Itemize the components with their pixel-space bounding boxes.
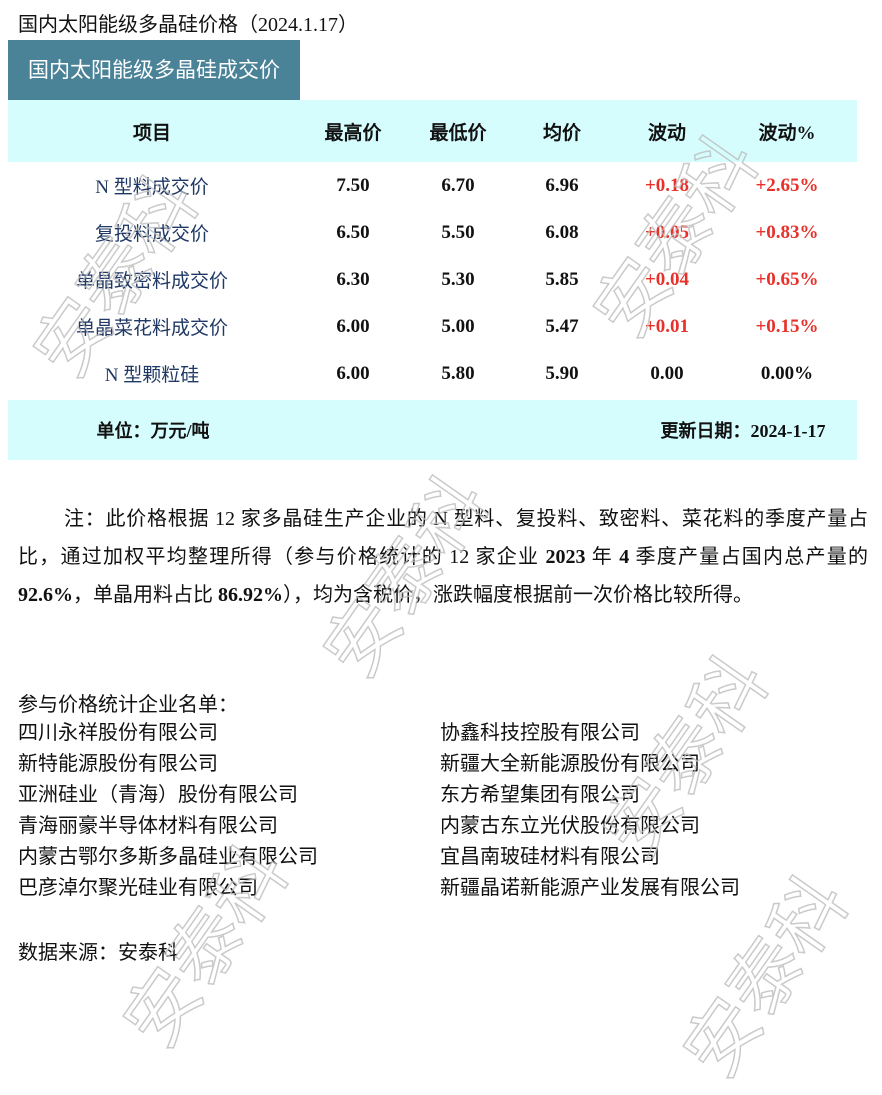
cell-low: 5.50	[441, 221, 475, 243]
cell-avg: 6.96	[545, 174, 579, 196]
header-avg: 均价	[542, 122, 581, 144]
company-item: 宜昌南玻硅材料有限公司	[440, 846, 660, 868]
page-title: 国内太阳能级多晶硅价格（2024.1.17）	[18, 14, 358, 36]
cell-high: 6.00	[336, 315, 370, 337]
cell-chg: +0.04	[644, 268, 690, 290]
header-item: 项目	[132, 122, 171, 144]
cell-pct: +0.65%	[755, 268, 819, 290]
cell-high: 6.30	[336, 268, 370, 290]
cell-pct: +0.83%	[755, 221, 819, 243]
cell-avg: 5.85	[545, 268, 579, 290]
cell-avg: 6.08	[545, 221, 579, 243]
note-text: ，单晶用料占比	[73, 584, 218, 606]
company-item: 协鑫科技控股有限公司	[440, 722, 640, 744]
header-low: 最低价	[429, 122, 487, 144]
company-item: 巴彦淖尔聚光硅业有限公司	[18, 877, 258, 899]
company-item: 内蒙古东立光伏股份有限公司	[440, 815, 700, 837]
cell-avg: 5.47	[545, 315, 579, 337]
table-row: 复投料成交价 6.50 5.50 6.08 +0.05 +0.83%	[8, 209, 857, 256]
price-table: 项目 最高价 最低价 均价 波动 波动% N 型料成交价 7.50 6.70 6.96…	[8, 100, 857, 460]
table-header: 项目 最高价 最低价 均价 波动 波动%	[8, 100, 857, 162]
company-item: 东方希望集团有限公司	[440, 784, 640, 806]
table-banner: 国内太阳能级多晶硅成交价	[8, 40, 300, 101]
company-item: 新疆晶诺新能源产业发展有限公司	[440, 877, 740, 899]
cell-low: 5.30	[441, 268, 475, 290]
note-bold: 2023	[545, 546, 586, 568]
cell-item: N 型颗粒硅	[104, 365, 200, 386]
company-item: 新疆大全新能源股份有限公司	[440, 753, 700, 775]
note-text: 年	[585, 546, 620, 568]
cell-high: 6.00	[336, 362, 370, 384]
cell-chg: +0.18	[644, 174, 690, 196]
note-text: 注：此价格根据 12 家多晶硅生产企业的 N 型料、复投料、致密料、菜花料的季度…	[18, 508, 868, 568]
company-list-right: 协鑫科技控股有限公司新疆大全新能源股份有限公司 东方希望集团有限公司内蒙古东立光伏…	[440, 718, 740, 904]
cell-low: 5.80	[441, 362, 475, 384]
company-item: 内蒙古鄂尔多斯多晶硅业有限公司	[18, 846, 318, 868]
cell-item: N 型料成交价	[95, 177, 209, 198]
cell-pct: +2.65%	[755, 174, 819, 196]
company-item: 四川永祥股份有限公司	[18, 722, 218, 744]
cell-high: 7.50	[336, 174, 370, 196]
cell-item: 单晶菜花料成交价	[75, 318, 228, 339]
cell-high: 6.50	[336, 221, 370, 243]
company-item: 新特能源股份有限公司	[18, 753, 218, 775]
cell-low: 5.00	[441, 315, 475, 337]
note-bold: 86.92%	[218, 584, 283, 606]
cell-chg: +0.05	[644, 221, 690, 243]
header-change: 波动	[647, 122, 686, 144]
header-change-pct: 波动%	[758, 122, 816, 144]
note-paragraph: 注：此价格根据 12 家多晶硅生产企业的 N 型料、复投料、致密料、菜花料的季度…	[18, 500, 868, 614]
cell-pct: 0.00%	[760, 362, 814, 384]
data-source: 数据来源：安泰科	[18, 942, 178, 964]
company-list-left: 四川永祥股份有限公司 新特能源股份有限公司亚洲硅业（青海）股份有限公司 青海丽豪半导…	[18, 718, 318, 904]
note-bold: 92.6%	[18, 584, 73, 606]
header-high: 最高价	[324, 122, 382, 144]
company-item: 亚洲硅业（青海）股份有限公司	[18, 784, 298, 806]
company-item: 青海丽豪半导体材料有限公司	[18, 815, 278, 837]
note-text: 季度产量占国内总产量的	[629, 546, 869, 568]
cell-chg: 0.00	[650, 362, 684, 384]
table-footer: 单位：万元/吨 更新日期：2024-1-17	[8, 400, 857, 460]
cell-avg: 5.90	[545, 362, 579, 384]
company-list-header: 参与价格统计企业名单：	[18, 694, 238, 716]
cell-item: 单晶致密料成交价	[75, 271, 228, 292]
note-text: ），均为含税价，涨跌幅度根据前一次价格比较所得。	[283, 584, 753, 606]
table-row: 单晶致密料成交价 6.30 5.30 5.85 +0.04 +0.65%	[8, 256, 857, 303]
cell-pct: +0.15%	[755, 315, 819, 337]
table-row: 单晶菜花料成交价 6.00 5.00 5.47 +0.01 +0.15%	[8, 303, 857, 350]
table-row: N 型料成交价 7.50 6.70 6.96 +0.18 +2.65%	[8, 162, 857, 209]
note-bold: 4	[619, 546, 630, 568]
update-date: 更新日期：2024-1-17	[660, 421, 826, 441]
cell-low: 6.70	[441, 174, 475, 196]
unit-label: 单位：万元/吨	[96, 421, 210, 441]
table-row: N 型颗粒硅 6.00 5.80 5.90 0.00 0.00%	[8, 350, 857, 397]
cell-item: 复投料成交价	[94, 224, 209, 245]
cell-chg: +0.01	[644, 315, 690, 337]
